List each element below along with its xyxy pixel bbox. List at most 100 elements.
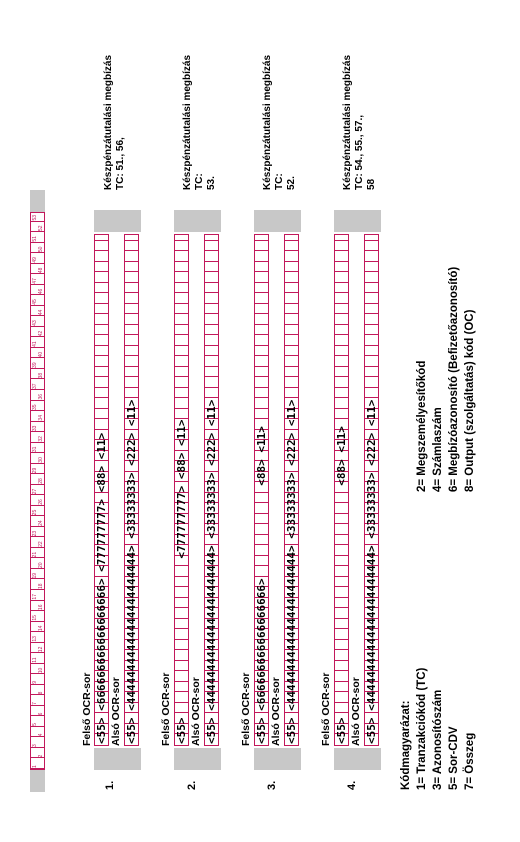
desc-line: TC:	[194, 173, 205, 190]
lower-ocr-line: <55> <44444444444444444444444> <33333333…	[285, 399, 298, 744]
grid-line	[365, 355, 378, 357]
ruler-number: 30	[38, 457, 44, 463]
ruler-number: 40	[38, 351, 44, 358]
legend-item: 7= Összeg	[464, 732, 476, 790]
grid-line	[175, 313, 188, 315]
ruler-number: 27	[32, 488, 38, 495]
grid-line	[335, 418, 348, 420]
grid-line	[335, 397, 348, 399]
ruler-number: 43	[32, 320, 38, 326]
grid-line	[205, 271, 218, 273]
grid-line	[175, 292, 188, 294]
legend-item: 5= Sor-CDV	[448, 726, 460, 790]
grid-line	[95, 250, 108, 252]
grid-line	[125, 282, 138, 283]
ruler-number: 13	[32, 636, 38, 642]
grid-line	[95, 345, 108, 346]
legend-item: 6= Megbízóazonosító (Befizetőazonosító)	[448, 266, 460, 492]
grid-line	[95, 303, 108, 304]
grid-line	[365, 240, 378, 241]
ruler-number: 21	[32, 551, 38, 558]
ruler-number: 4	[38, 733, 44, 737]
ruler-number: 39	[32, 362, 38, 368]
grid-line	[175, 282, 188, 283]
grid-line	[255, 261, 268, 262]
legend-item: 1= Tranzakciókód (TC)	[416, 667, 428, 790]
legend-item: 3= Azonosítószám	[432, 689, 444, 790]
grid-line	[285, 240, 298, 241]
grid-line	[365, 387, 378, 388]
grid-line	[335, 376, 348, 378]
ruler-number: 36	[38, 393, 44, 400]
form-gray-left	[94, 748, 141, 770]
grid-line	[365, 324, 378, 325]
grid-line	[255, 408, 268, 409]
form-gray-right	[174, 210, 221, 232]
grid-line	[335, 408, 348, 409]
grid-line	[255, 355, 268, 357]
upper-ocr-line: <55> <88> <11>	[335, 426, 348, 744]
legend-title: Kódmagyarázat:	[400, 700, 412, 790]
lower-ocr-line: <55> <44444444444444444444444> <33333333…	[365, 399, 378, 744]
grid-line	[125, 345, 138, 346]
grid-line	[95, 324, 108, 325]
ruler-number: 46	[38, 288, 44, 295]
ruler-number: 22	[38, 541, 44, 547]
ruler-number: 16	[38, 604, 44, 611]
grid-line	[205, 397, 218, 399]
grid-line	[255, 240, 268, 241]
grid-line	[335, 313, 348, 315]
grid-line	[255, 387, 268, 388]
ruler-number: 6	[38, 712, 44, 716]
ruler-number: 44	[38, 309, 44, 316]
grid-line	[255, 366, 268, 367]
form-number: 3.	[266, 780, 278, 790]
form-gray-left	[254, 748, 301, 770]
ruler-number: 38	[38, 372, 44, 379]
grid-line	[255, 271, 268, 273]
grid-line	[205, 387, 218, 388]
grid-line	[255, 313, 268, 315]
grid-line	[335, 387, 348, 388]
grid-line	[285, 334, 298, 336]
grid-line	[205, 376, 218, 378]
ruler-number: 32	[38, 436, 44, 442]
grid-line	[205, 366, 218, 367]
grid-line	[175, 387, 188, 388]
grid-line	[175, 271, 188, 273]
form-gray-right	[254, 210, 301, 232]
ruler-number: 49	[32, 257, 38, 263]
desc-line: TC: 54., 55., 57.,	[354, 114, 365, 190]
grid-line	[285, 250, 298, 252]
grid-line	[285, 303, 298, 304]
grid-line	[335, 282, 348, 283]
ruler-number: 37	[32, 383, 38, 389]
ruler-number: 51	[32, 236, 38, 242]
grid-line	[285, 271, 298, 273]
desc-line: TC:	[274, 173, 285, 190]
grid-line	[95, 355, 108, 357]
grid-line	[125, 261, 138, 262]
upper-ocr-line: <55> <666666666666666666> <777777777> <8…	[95, 432, 108, 744]
grid-line	[365, 250, 378, 252]
grid-line	[285, 313, 298, 315]
grid-line	[205, 303, 218, 304]
upper-ocr-line: <55> <666666666666666666> <88> <11>	[255, 426, 268, 744]
ruler-number: 8	[38, 691, 44, 695]
ruler-number: 9	[32, 681, 38, 684]
ruler-number: 14	[38, 625, 44, 632]
form-description: Készpénzátutalási megbízás TC: 51., 56,	[103, 55, 127, 190]
ruler-number: 29	[32, 467, 38, 474]
form-number: 4.	[346, 780, 358, 790]
grid-line	[335, 324, 348, 325]
form-gray-right	[334, 210, 381, 232]
ruler-number: 31	[32, 446, 38, 453]
grid-line	[285, 376, 298, 378]
ruler-number: 41	[32, 341, 38, 347]
grid-line	[175, 250, 188, 252]
grid-line	[95, 376, 108, 378]
grid-line	[95, 313, 108, 315]
grid-line	[255, 397, 268, 399]
form-number: 2.	[186, 780, 198, 790]
grid-line	[285, 324, 298, 325]
